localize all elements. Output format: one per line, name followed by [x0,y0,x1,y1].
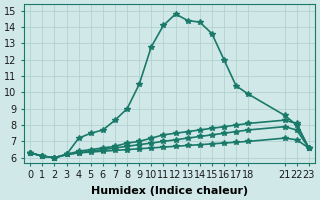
X-axis label: Humidex (Indice chaleur): Humidex (Indice chaleur) [91,186,248,196]
